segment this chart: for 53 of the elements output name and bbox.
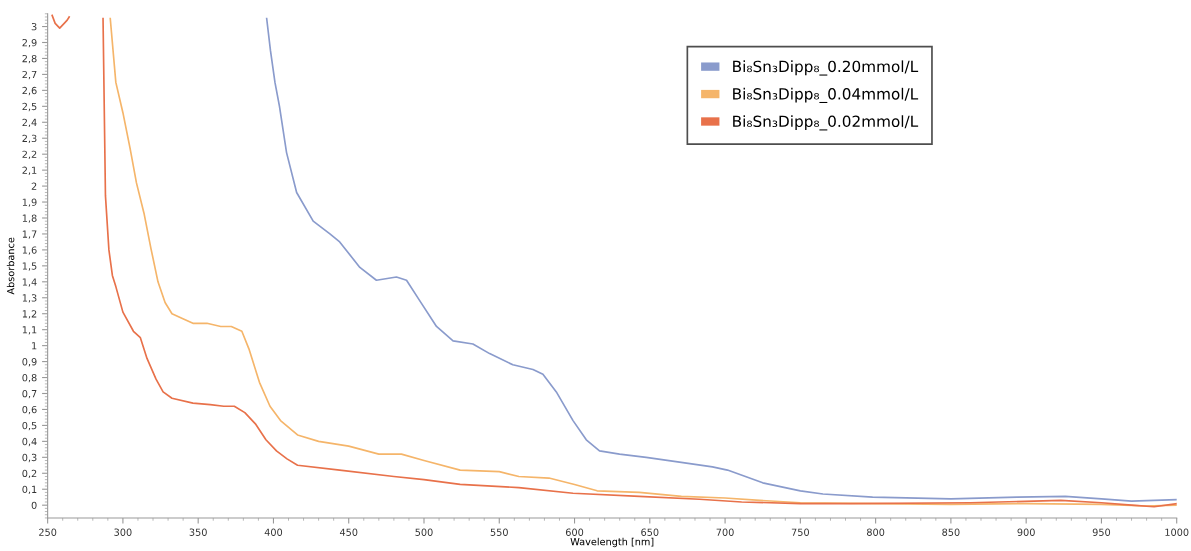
y-tick-label: 2,7 bbox=[22, 70, 37, 80]
y-tick-label: 2,9 bbox=[22, 38, 37, 48]
legend-label: Bi₈Sn₃Dipp₈_0.02mmol/L bbox=[733, 115, 919, 131]
y-tick-label: 0,2 bbox=[22, 469, 37, 479]
line-series bbox=[265, 17, 1177, 503]
x-tick-label: 400 bbox=[264, 528, 283, 536]
legend-label: Bi₈Sn₃Dipp₈_0.04mmol/L bbox=[733, 87, 919, 104]
y-tick-label: 2,5 bbox=[22, 102, 37, 112]
y-tick-label: 1,5 bbox=[22, 262, 37, 271]
y-tick-label: 0,8 bbox=[22, 374, 37, 383]
y-tick-label: 0,5 bbox=[22, 421, 37, 431]
x-tick-label: 1000 bbox=[1165, 528, 1189, 536]
y-tick-label: 2,3 bbox=[22, 134, 37, 144]
x-tick-label: 850 bbox=[942, 528, 960, 536]
y-tick-label: 1,3 bbox=[22, 294, 37, 303]
y-tick-label: 0,7 bbox=[22, 389, 37, 399]
x-tick-label: 450 bbox=[339, 528, 358, 536]
y-tick-label: 2,8 bbox=[22, 54, 37, 64]
x-tick-label: 750 bbox=[791, 528, 809, 536]
x-tick-label: 800 bbox=[867, 528, 885, 536]
y-tick-label: 1,9 bbox=[22, 198, 37, 207]
y-tick-label: 1,6 bbox=[22, 246, 37, 255]
y-tick-label: 3 bbox=[31, 23, 37, 31]
x-tick-label: 250 bbox=[39, 528, 57, 536]
y-tick-label: 2,4 bbox=[22, 118, 37, 128]
y-tick-label: 2,2 bbox=[22, 150, 37, 159]
y-tick-label: 1,7 bbox=[22, 230, 37, 239]
y-tick-label: 2,1 bbox=[22, 166, 37, 175]
y-tick-label: 0,3 bbox=[22, 453, 37, 463]
y-tick-label: 0,9 bbox=[22, 358, 37, 367]
x-tick-label: 900 bbox=[1017, 528, 1035, 536]
x-tick-label: 350 bbox=[189, 528, 207, 536]
y-tick-label: 0,6 bbox=[22, 405, 37, 415]
y-tick-label: 2,6 bbox=[22, 86, 37, 96]
x-tick-label: 550 bbox=[490, 528, 508, 536]
y-tick-label: 0,1 bbox=[22, 485, 37, 495]
y-tick-label: 0 bbox=[31, 501, 37, 510]
y-tick-label: 2 bbox=[31, 182, 37, 190]
x-tick-label: 500 bbox=[415, 528, 433, 536]
x-tick-label: 950 bbox=[1092, 528, 1111, 536]
y-tick-label: 1,8 bbox=[22, 214, 37, 223]
y-tick-label: 1,1 bbox=[22, 326, 37, 335]
x-tick-label: 300 bbox=[114, 528, 132, 536]
y-tick-label: 0,4 bbox=[22, 437, 37, 447]
x-axis-title: Wavelength [nm] bbox=[570, 537, 654, 548]
y-axis-title: Absorbance bbox=[6, 237, 15, 295]
y-tick-label: 1,2 bbox=[22, 310, 37, 319]
x-tick-label: 700 bbox=[716, 528, 734, 536]
y-tick-label: 1 bbox=[32, 342, 37, 350]
legend-label: Bi₈Sn₃Dipp₈_0.20mmol/L bbox=[733, 60, 919, 76]
y-tick-label: 1,4 bbox=[22, 278, 37, 287]
x-tick-label: 650 bbox=[641, 528, 659, 536]
x-tick-label: 600 bbox=[565, 528, 584, 536]
